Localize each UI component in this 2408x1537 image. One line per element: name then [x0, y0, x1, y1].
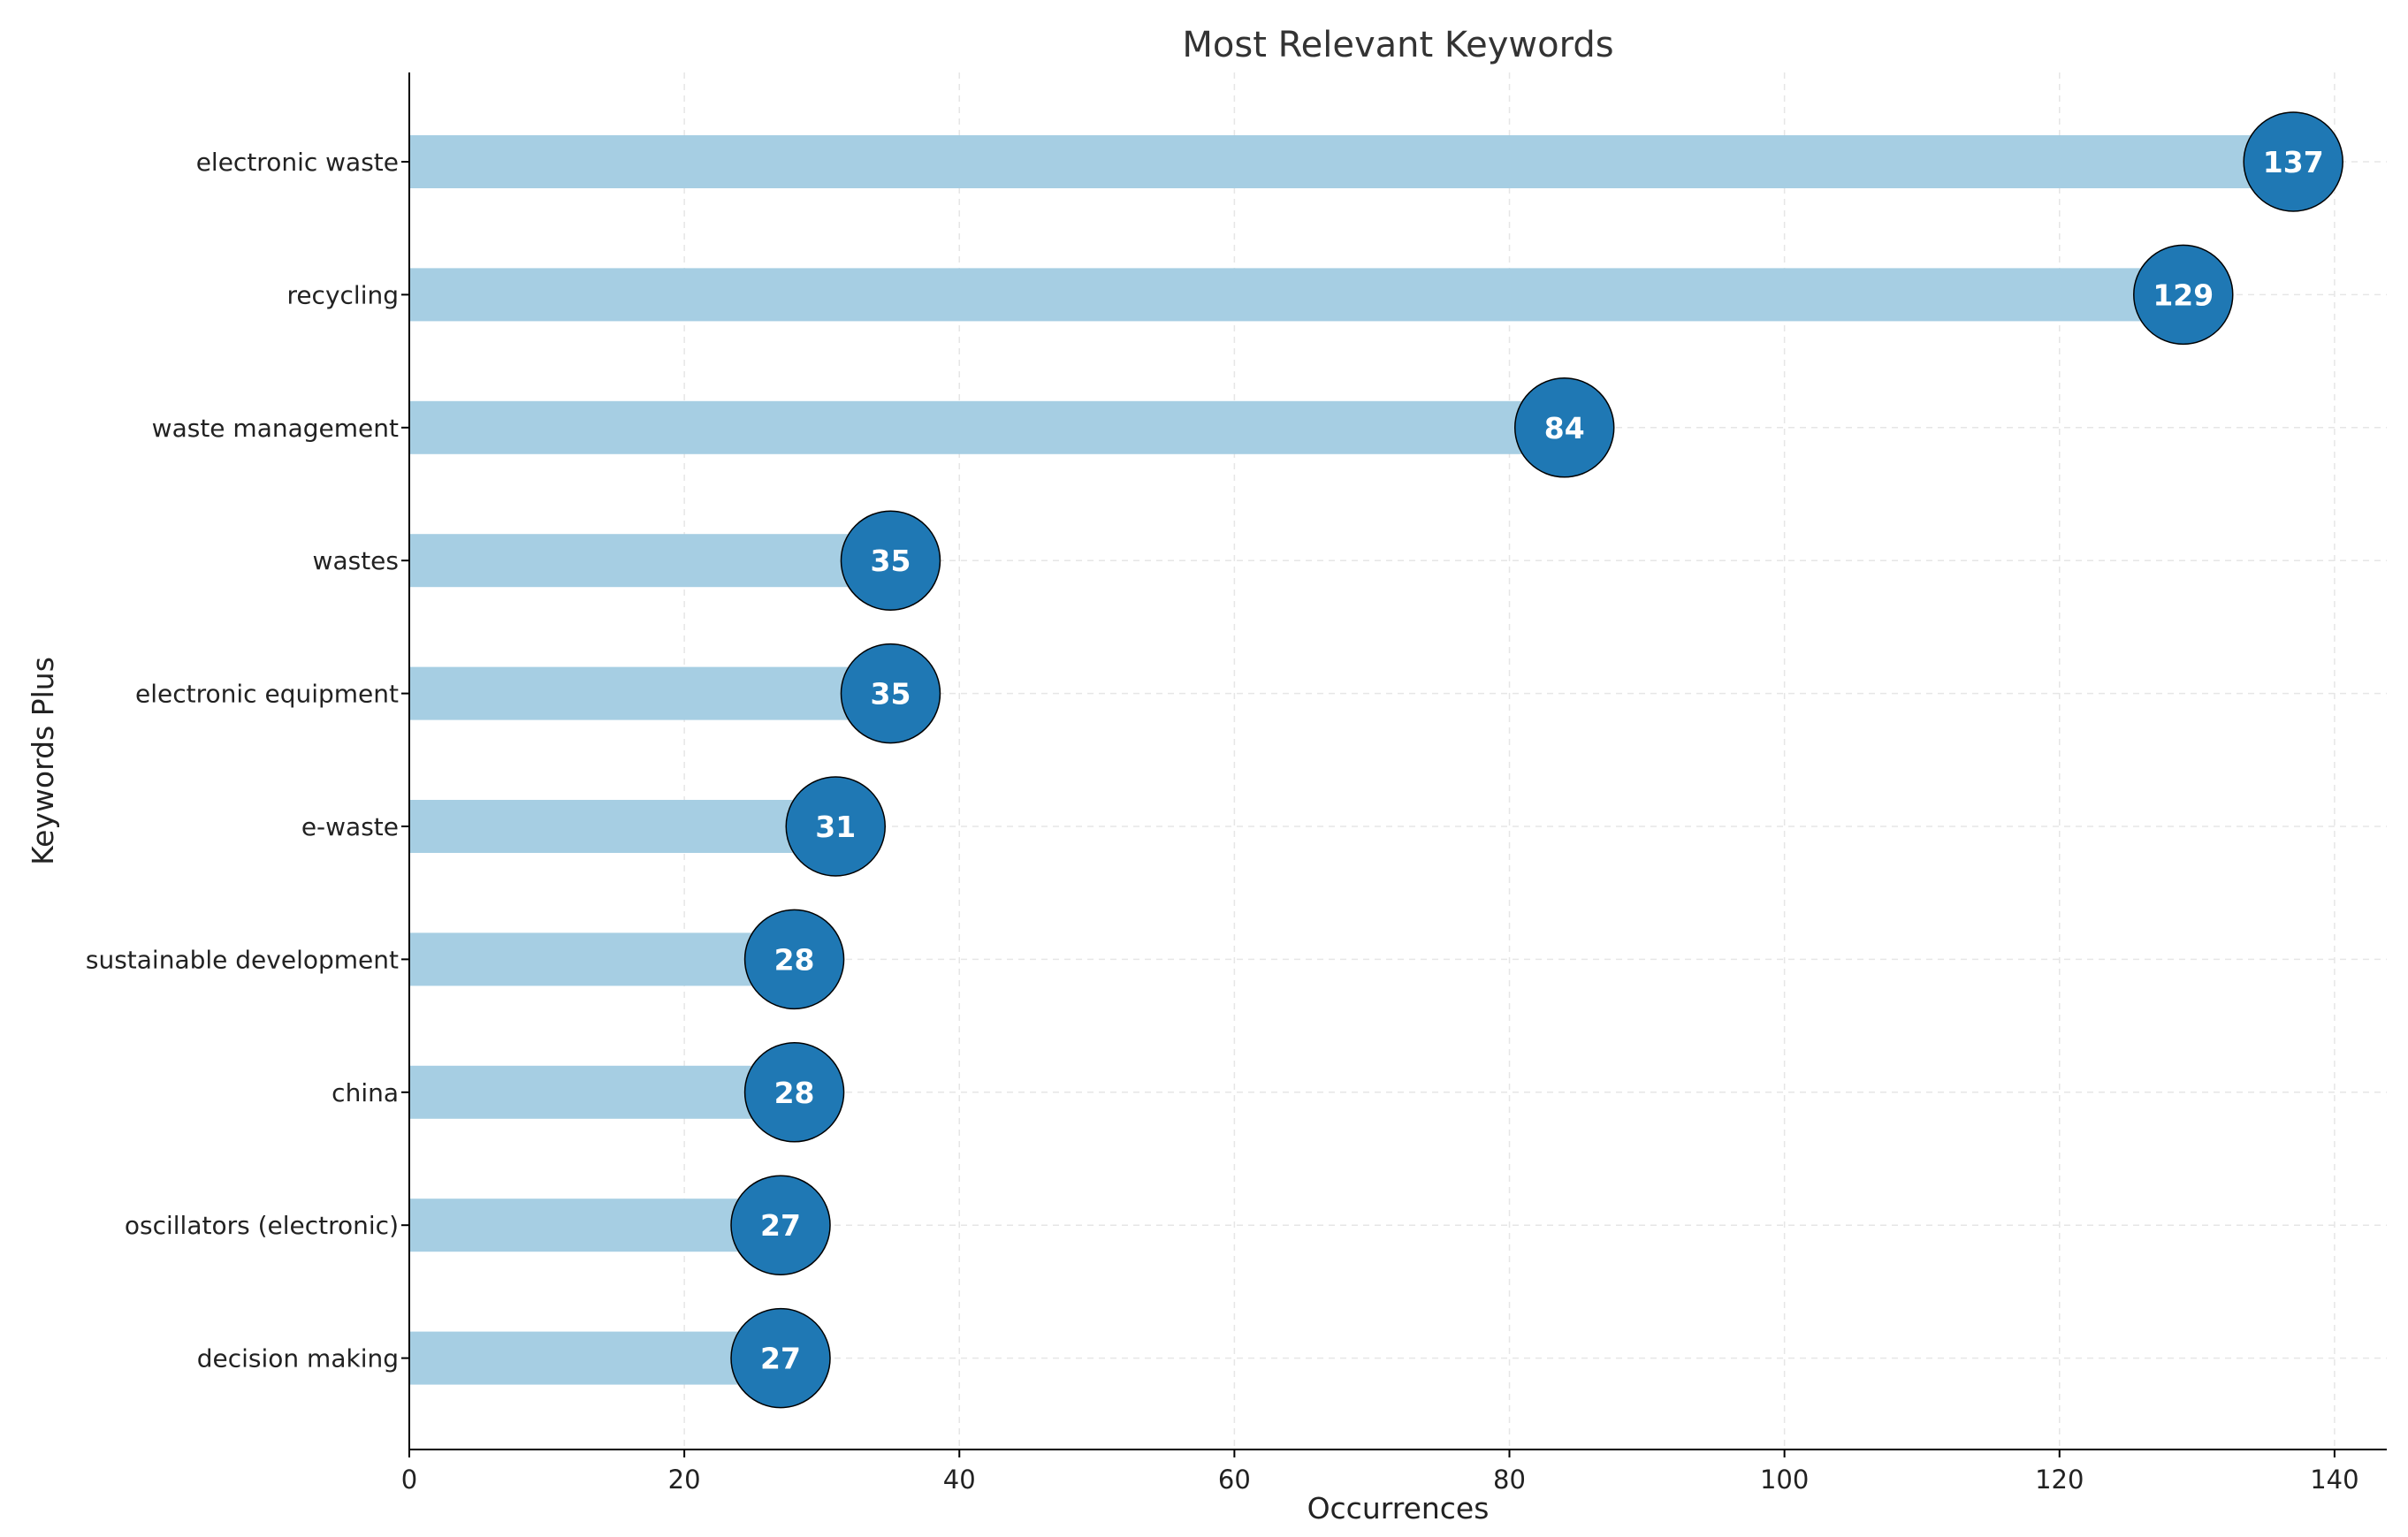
y-tick-label: waste management: [152, 414, 399, 443]
value-marker: [743, 909, 845, 1010]
value-marker: [840, 510, 941, 611]
data-label: 28: [774, 1076, 815, 1110]
y-axis-label: Keywords Plus: [26, 657, 60, 865]
data-label: 137: [2263, 145, 2324, 179]
x-tick-label: 40: [943, 1465, 976, 1495]
value-marker: [730, 1307, 831, 1409]
axes: [408, 72, 2387, 1450]
y-tick-label: electronic waste: [196, 148, 399, 177]
data-label: 129: [2153, 278, 2214, 312]
data-label: 28: [774, 942, 815, 977]
bar: [409, 400, 1565, 454]
value-marker: [743, 1042, 845, 1143]
x-tick-label: 100: [1760, 1465, 1809, 1495]
y-axis-category-labels: electronic waste recycling waste managemen…: [86, 148, 399, 1373]
value-marker: [785, 776, 886, 877]
data-label: 27: [760, 1342, 801, 1376]
y-tick-label: electronic equipment: [135, 680, 399, 709]
value-marker: [2133, 244, 2234, 346]
value-marker: [730, 1175, 831, 1275]
x-tick-label: 0: [401, 1465, 417, 1495]
x-tick-label: 80: [1493, 1465, 1526, 1495]
value-marker: [2243, 111, 2343, 212]
bar: [409, 1065, 795, 1119]
x-tick-label: 60: [1218, 1465, 1251, 1495]
y-tick-label: wastes: [313, 546, 399, 575]
bar: [409, 135, 2294, 188]
bar: [409, 534, 891, 588]
data-label: 84: [1544, 411, 1585, 445]
y-tick-label: sustainable development: [86, 945, 399, 974]
y-tick-label: e-waste: [301, 812, 399, 841]
value-markers: 137 129 84 35 35 31 28 28 27 27: [730, 111, 2343, 1409]
x-axis-label: Occurrences: [1307, 1491, 1490, 1526]
y-tick-label: decision making: [197, 1344, 399, 1373]
value-marker: [840, 643, 941, 744]
bar: [409, 932, 795, 986]
bar: [409, 666, 891, 720]
bars: [409, 135, 2294, 1385]
bar: [409, 268, 2183, 322]
x-tick-label: 120: [2035, 1465, 2084, 1495]
bar: [409, 800, 836, 853]
data-label: 27: [760, 1208, 801, 1243]
x-tick-label: 140: [2310, 1465, 2358, 1495]
x-axis-ticks: 0 20 40 60 80 100 120 140: [401, 161, 2359, 1495]
y-tick-label: china: [331, 1078, 399, 1107]
data-label: 35: [871, 677, 911, 711]
y-tick-label: oscillators (electronic): [125, 1211, 399, 1240]
y-tick-label: recycling: [286, 280, 399, 309]
x-tick-label: 20: [668, 1465, 701, 1495]
data-label: 35: [871, 544, 911, 578]
bar: [409, 1331, 781, 1385]
data-label: 31: [815, 810, 856, 844]
chart-title: Most Relevant Keywords: [1182, 25, 1613, 65]
value-marker: [1513, 377, 1615, 478]
bar: [409, 1198, 781, 1252]
